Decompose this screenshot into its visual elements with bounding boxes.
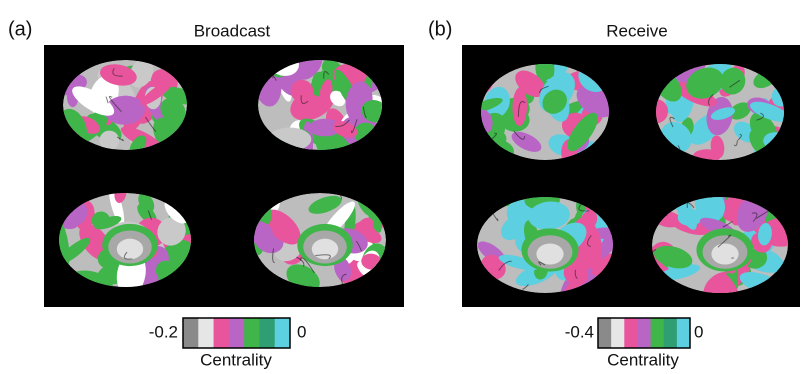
panel-label: (b) — [428, 18, 452, 40]
colorbar-segment — [183, 318, 199, 348]
colorbar-segment — [676, 318, 691, 348]
colorbar-segment — [611, 318, 625, 348]
brain — [254, 193, 386, 287]
colorbar-title: Centrality — [607, 350, 679, 369]
colorbar-segment — [650, 318, 665, 348]
colorbar-segment — [274, 318, 291, 348]
colorbar-frame — [597, 317, 691, 349]
panel-label: (a) — [8, 18, 32, 40]
panel-title: Broadcast — [194, 21, 271, 40]
panel-title: Receive — [606, 21, 667, 40]
colorbar-max: 0 — [694, 322, 703, 341]
colorbar-segment — [244, 318, 260, 348]
colorbar-segment — [259, 318, 276, 348]
colorbar-max: 0 — [297, 322, 306, 341]
colorbar-segment — [198, 318, 215, 348]
colorbar-min: -0.2 — [149, 322, 178, 341]
colorbar-frame — [182, 317, 291, 349]
colorbar-title: Centrality — [200, 350, 272, 369]
colorbar-segment — [598, 318, 612, 348]
colorbar-segment — [663, 318, 678, 348]
colorbar-segment — [637, 318, 652, 348]
colorbar-segment — [624, 318, 638, 348]
brain — [258, 60, 382, 150]
colorbar-segment — [213, 318, 230, 348]
colorbar-min: -0.4 — [565, 322, 594, 341]
colorbar-segment — [228, 318, 245, 348]
brain — [652, 197, 788, 293]
